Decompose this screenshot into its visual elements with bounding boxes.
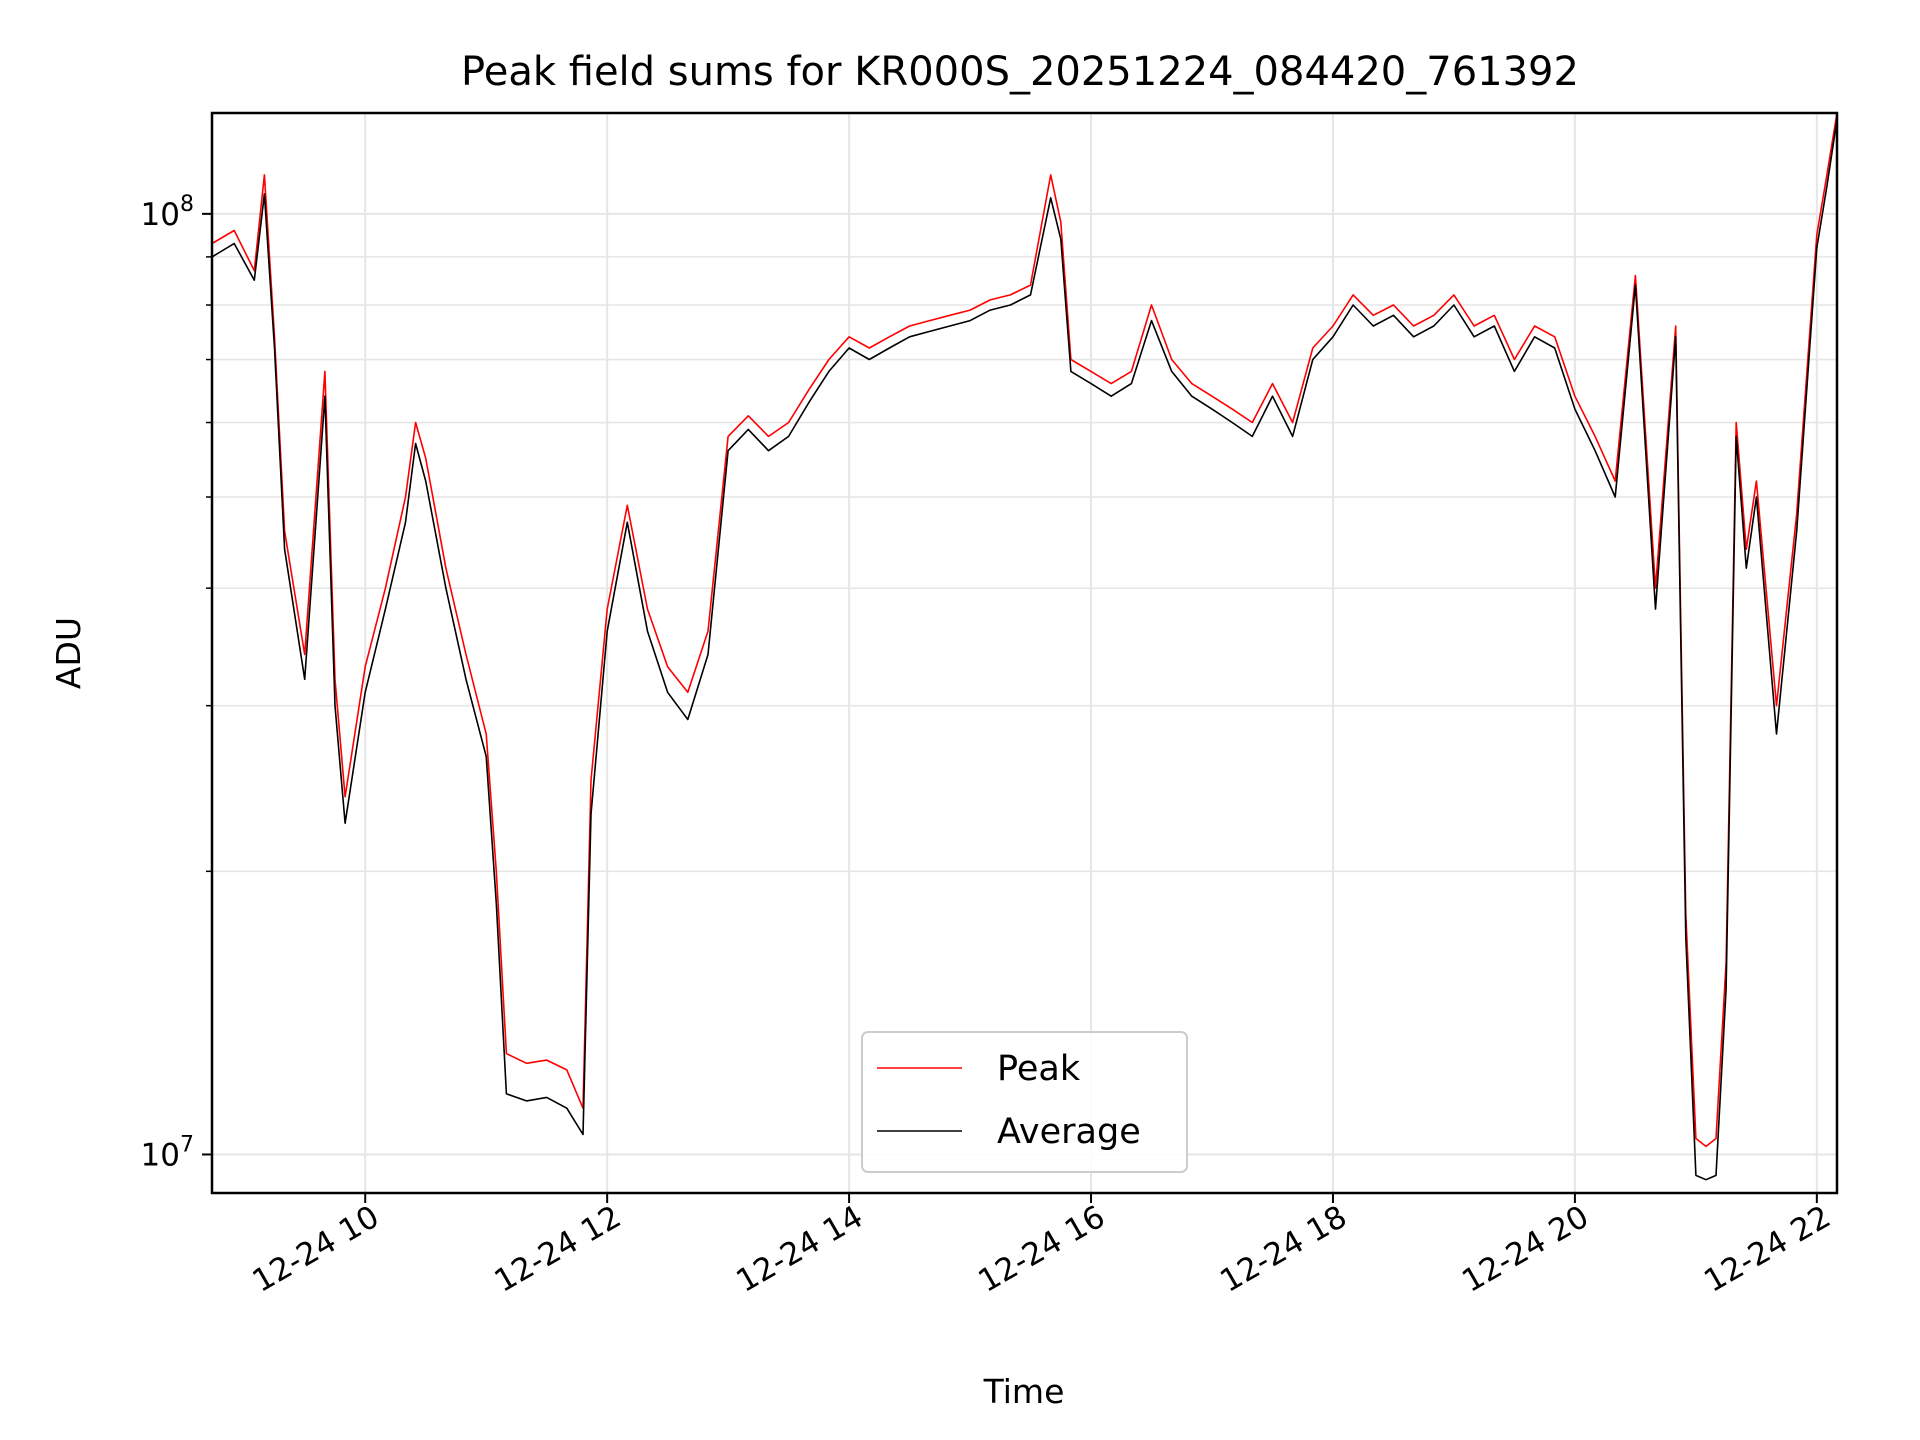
x-axis-label: Time [983, 1372, 1065, 1411]
y-axis-label: ADU [49, 617, 88, 689]
y-tick-label: 107 [141, 1132, 194, 1173]
y-tick-label: 108 [141, 192, 194, 233]
legend-label-peak: Peak [997, 1049, 1081, 1089]
legend: Peak Average [861, 1031, 1188, 1173]
chart-title: Peak field sums for KR000S_20251224_0844… [461, 49, 1579, 95]
grid [212, 113, 1837, 1193]
series-line-average [211, 119, 1838, 1181]
series-line-peak [211, 112, 1838, 1148]
y-axis: 107 108 [141, 192, 212, 1173]
series-layer [211, 112, 1838, 1181]
legend-box [861, 1031, 1188, 1173]
plot-frame [210, 111, 1839, 1195]
legend-label-average: Average [997, 1112, 1141, 1152]
